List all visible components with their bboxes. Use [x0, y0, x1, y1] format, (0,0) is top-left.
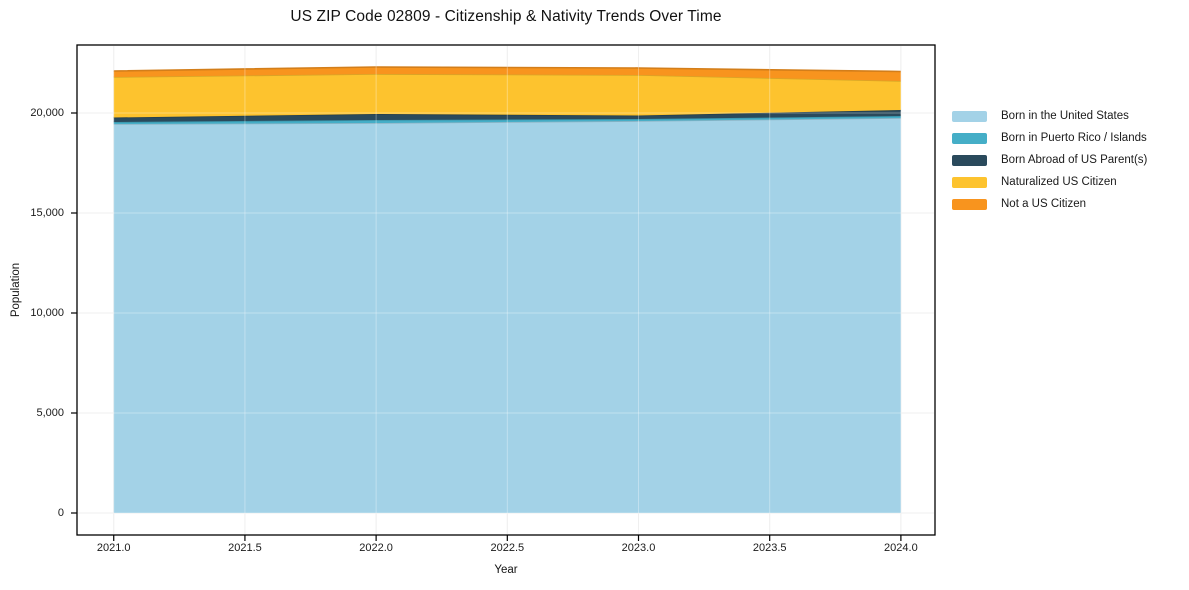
area-naturalized-us-citizen: [113, 74, 901, 118]
x-tick-label: 2022.5: [490, 542, 525, 554]
legend-label: Naturalized US Citizen: [1001, 176, 1117, 188]
legend-label: Born Abroad of US Parent(s): [1001, 154, 1148, 166]
area-edge-not-a-us-citizen: [113, 66, 901, 73]
legend-item-born-in-puerto-rico-islands: Born in Puerto Rico / Islands: [952, 127, 1147, 149]
legend-item-born-abroad-of-us-parent-s: Born Abroad of US Parent(s): [952, 149, 1147, 171]
x-tick-label: 2022.0: [359, 542, 393, 554]
y-tick-label: 10,000: [30, 307, 64, 319]
chart-title: US ZIP Code 02809 - Citizenship & Nativi…: [290, 8, 722, 25]
y-tick-label: 0: [57, 507, 64, 519]
legend-swatch: [952, 132, 987, 144]
area-not-a-us-citizen: [113, 67, 901, 81]
x-tick-label: 2023.5: [752, 542, 787, 554]
legend-item-born-in-the-united-states: Born in the United States: [952, 105, 1147, 127]
x-axis-label: Year: [494, 564, 518, 576]
legend-swatch: [952, 198, 987, 210]
legend-swatch: [952, 110, 987, 122]
x-tick-label: 2024.0: [884, 542, 918, 554]
y-tick-label: 20,000: [30, 107, 64, 119]
x-tick-label: 2021.0: [96, 542, 131, 554]
area-born-abroad-of-us-parent-s: [113, 110, 901, 122]
x-tick-label: 2023.0: [621, 542, 656, 554]
y-tick-label: 15,000: [30, 207, 64, 219]
legend-label: Born in Puerto Rico / Islands: [1001, 132, 1147, 144]
legend: Born in the United States Born in Puerto …: [952, 105, 1147, 215]
legend-label: Born in the United States: [1001, 110, 1129, 122]
x-tick-label: 2021.5: [228, 542, 262, 554]
legend-item-not-a-us-citizen: Not a US Citizen: [952, 193, 1147, 215]
legend-swatch: [952, 176, 987, 188]
plot-border: [76, 44, 936, 536]
area-born-in-the-united-states: [113, 118, 901, 513]
legend-label: Not a US Citizen: [1001, 198, 1087, 210]
legend-swatch: [952, 154, 987, 166]
legend-item-naturalized-us-citizen: Naturalized US Citizen: [952, 171, 1147, 193]
y-tick-label: 5,000: [36, 407, 64, 419]
